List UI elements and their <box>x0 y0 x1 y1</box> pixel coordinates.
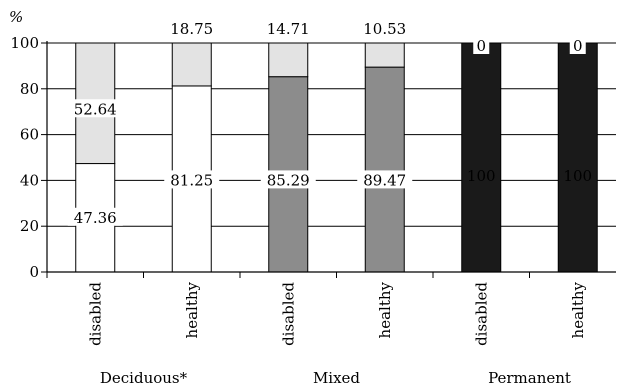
label-bg-4-1 <box>473 39 490 54</box>
gridlines <box>47 42 616 227</box>
group-label-1: Mixed <box>313 369 360 387</box>
data-label-1-1: 18.75 <box>170 20 213 38</box>
data-label-5-1: 0 <box>573 37 583 55</box>
bars <box>75 42 598 273</box>
category-label-0: disabled <box>86 282 104 346</box>
bar-segment-5-0 <box>557 42 598 273</box>
group-label-2: Permanent <box>488 369 571 387</box>
bar-segment-1-1 <box>171 42 212 87</box>
data-label-4-0: 100 <box>467 167 496 185</box>
data-label-4-1: 0 <box>476 37 486 55</box>
data-label-2-1: 14.71 <box>267 20 310 38</box>
axes <box>41 41 616 278</box>
category-label-5: healthy <box>569 281 587 338</box>
data-label-3-1: 10.53 <box>363 20 406 38</box>
y-tick-label-80: 80 <box>20 80 39 98</box>
y-tick-label-20: 20 <box>20 217 39 235</box>
category-label-1: healthy <box>183 281 201 338</box>
label-bg-2-0 <box>260 170 316 189</box>
y-tick-label-100: 100 <box>10 34 39 52</box>
label-bg-3-0 <box>357 170 413 189</box>
bar-segment-3-1 <box>364 42 405 68</box>
category-label-2: disabled <box>279 282 297 346</box>
label-bg-5-1 <box>569 39 586 54</box>
label-bg-1-0 <box>164 170 220 189</box>
category-label-4: disabled <box>472 282 490 346</box>
category-label-3: healthy <box>376 281 394 338</box>
bar-segment-4-0 <box>461 42 502 273</box>
y-tick-label-60: 60 <box>20 126 39 144</box>
label-bg-0-0 <box>67 207 123 226</box>
data-label-0-0: 47.36 <box>74 209 117 227</box>
data-label-0-1: 52.64 <box>74 100 117 118</box>
y-axis-label: % <box>9 8 23 26</box>
y-tick-label-40: 40 <box>20 171 39 189</box>
label-bg-0-1 <box>67 99 123 118</box>
labels: 0 20 40 60 80 100% 47.36 52.64 81.25 18.75 85.29 14… <box>9 8 592 387</box>
data-label-3-0: 89.47 <box>363 171 406 189</box>
y-tick-label-0: 0 <box>29 263 39 281</box>
bar-segment-2-1 <box>268 42 309 78</box>
group-label-0: Deciduous* <box>100 369 188 387</box>
data-label-1-0: 81.25 <box>170 171 213 189</box>
bar-segment-3-0 <box>364 66 405 273</box>
data-label-5-0: 100 <box>563 167 592 185</box>
data-label-2-0: 85.29 <box>267 171 310 189</box>
